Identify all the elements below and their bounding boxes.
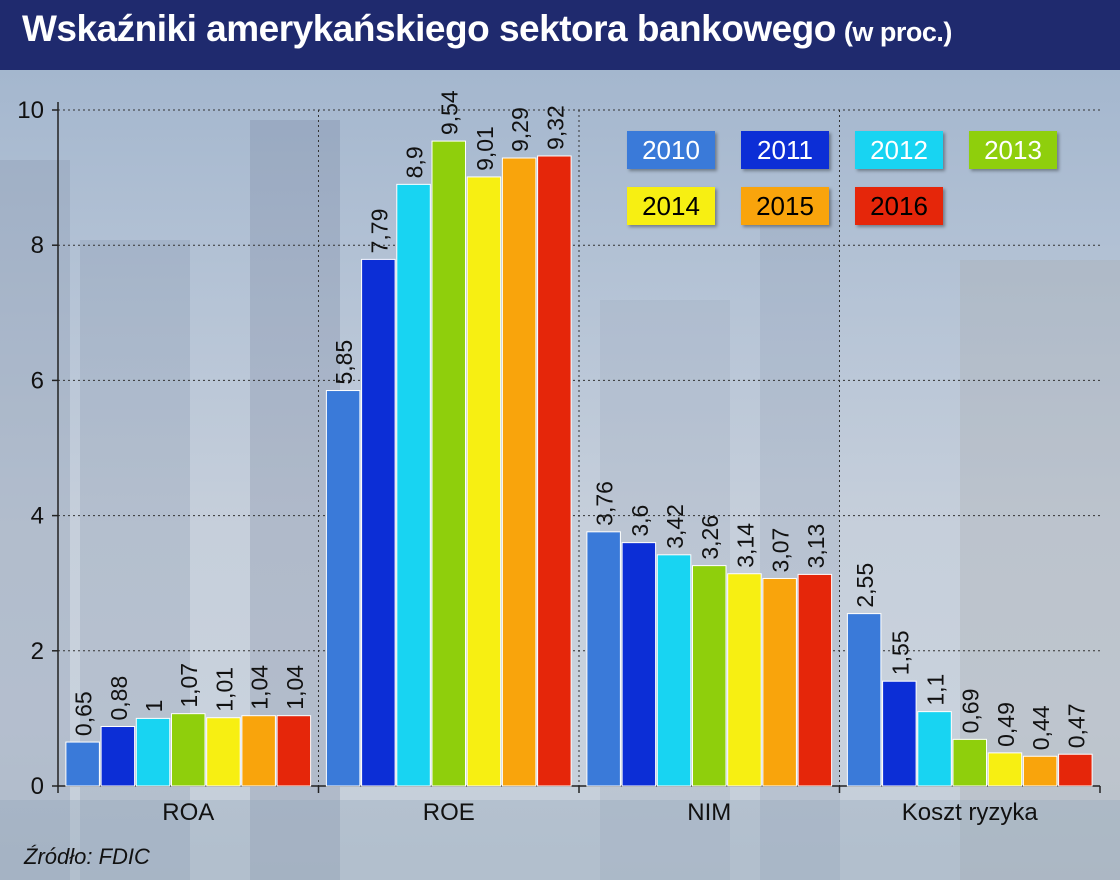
bar bbox=[1058, 753, 1093, 787]
bar bbox=[917, 711, 952, 787]
data-label: 9,32 bbox=[542, 105, 568, 150]
bar bbox=[621, 542, 657, 787]
data-label: 3,42 bbox=[662, 504, 688, 549]
bar bbox=[762, 577, 797, 787]
bar bbox=[501, 157, 537, 787]
bar bbox=[987, 752, 1023, 787]
x-tick-label: Koszt ryzyka bbox=[902, 799, 1039, 826]
bar bbox=[952, 738, 987, 787]
legend-item-2013: 2013 bbox=[969, 131, 1057, 169]
bar bbox=[846, 613, 882, 787]
data-label: 1,07 bbox=[176, 663, 202, 708]
data-label: 0,65 bbox=[71, 691, 97, 736]
data-label: 9,29 bbox=[507, 107, 533, 152]
data-label: 7,79 bbox=[366, 209, 392, 254]
y-tick-label: 6 bbox=[31, 367, 44, 394]
bar bbox=[276, 715, 312, 787]
source-note: Źródło: FDIC bbox=[24, 844, 150, 869]
data-label: 1,1 bbox=[923, 674, 949, 706]
data-label: 0,69 bbox=[958, 689, 984, 734]
bar bbox=[65, 741, 100, 787]
bar bbox=[882, 680, 917, 787]
bar bbox=[431, 140, 466, 787]
data-label: 0,47 bbox=[1063, 703, 1089, 748]
bar bbox=[1022, 755, 1058, 787]
data-label: 8,9 bbox=[402, 146, 428, 178]
legend-item-2016: 2016 bbox=[855, 187, 943, 225]
data-label: 0,49 bbox=[993, 702, 1019, 747]
bar bbox=[100, 726, 136, 787]
data-label: 3,07 bbox=[768, 528, 794, 573]
chart-title: Wskaźniki amerykańskiego sektora bankowe… bbox=[22, 8, 953, 49]
y-tick-label: 10 bbox=[17, 97, 44, 124]
y-tick-label: 4 bbox=[31, 503, 44, 530]
x-tick-label: ROA bbox=[162, 799, 214, 826]
data-label: 1,04 bbox=[282, 665, 308, 710]
data-label: 3,14 bbox=[732, 523, 758, 568]
bar bbox=[241, 715, 276, 787]
bar bbox=[361, 258, 396, 787]
data-label: 1,55 bbox=[887, 630, 913, 675]
data-label: 1 bbox=[141, 700, 167, 713]
bar bbox=[727, 573, 762, 787]
chart-subtitle: (w proc.) bbox=[843, 17, 953, 47]
data-label: 3,26 bbox=[697, 515, 723, 560]
y-tick-label: 0 bbox=[31, 773, 44, 800]
bar bbox=[656, 554, 692, 787]
data-label: 1,01 bbox=[211, 667, 237, 712]
data-label: 0,88 bbox=[106, 676, 132, 721]
data-label: 3,6 bbox=[627, 505, 653, 537]
x-tick-label: NIM bbox=[687, 799, 731, 826]
data-label: 3,76 bbox=[592, 481, 618, 526]
bar bbox=[692, 565, 727, 787]
bar bbox=[797, 573, 833, 787]
bar bbox=[586, 531, 621, 787]
legend-item-2012: 2012 bbox=[855, 131, 943, 169]
legend-item-2011: 2011 bbox=[741, 131, 829, 169]
bar bbox=[396, 183, 431, 787]
bar bbox=[135, 717, 171, 787]
data-label: 3,13 bbox=[803, 524, 829, 569]
data-label: 5,85 bbox=[331, 340, 357, 385]
data-label: 9,01 bbox=[472, 126, 498, 171]
legend-item-2010: 2010 bbox=[627, 131, 715, 169]
data-label: 0,44 bbox=[1028, 705, 1054, 750]
legend-item-2015: 2015 bbox=[741, 187, 829, 225]
y-tick-label: 8 bbox=[31, 232, 44, 259]
y-tick-label: 2 bbox=[31, 638, 44, 665]
bar bbox=[171, 713, 206, 787]
bar bbox=[325, 390, 361, 787]
data-label: 2,55 bbox=[852, 563, 878, 608]
bar bbox=[537, 155, 572, 787]
bar bbox=[466, 176, 502, 787]
bar bbox=[206, 717, 241, 787]
x-tick-label: ROE bbox=[423, 799, 475, 826]
title-bar: Wskaźniki amerykańskiego sektora bankowe… bbox=[0, 0, 1120, 70]
legend-item-2014: 2014 bbox=[627, 187, 715, 225]
data-label: 9,54 bbox=[437, 90, 463, 135]
data-label: 1,04 bbox=[247, 665, 273, 710]
